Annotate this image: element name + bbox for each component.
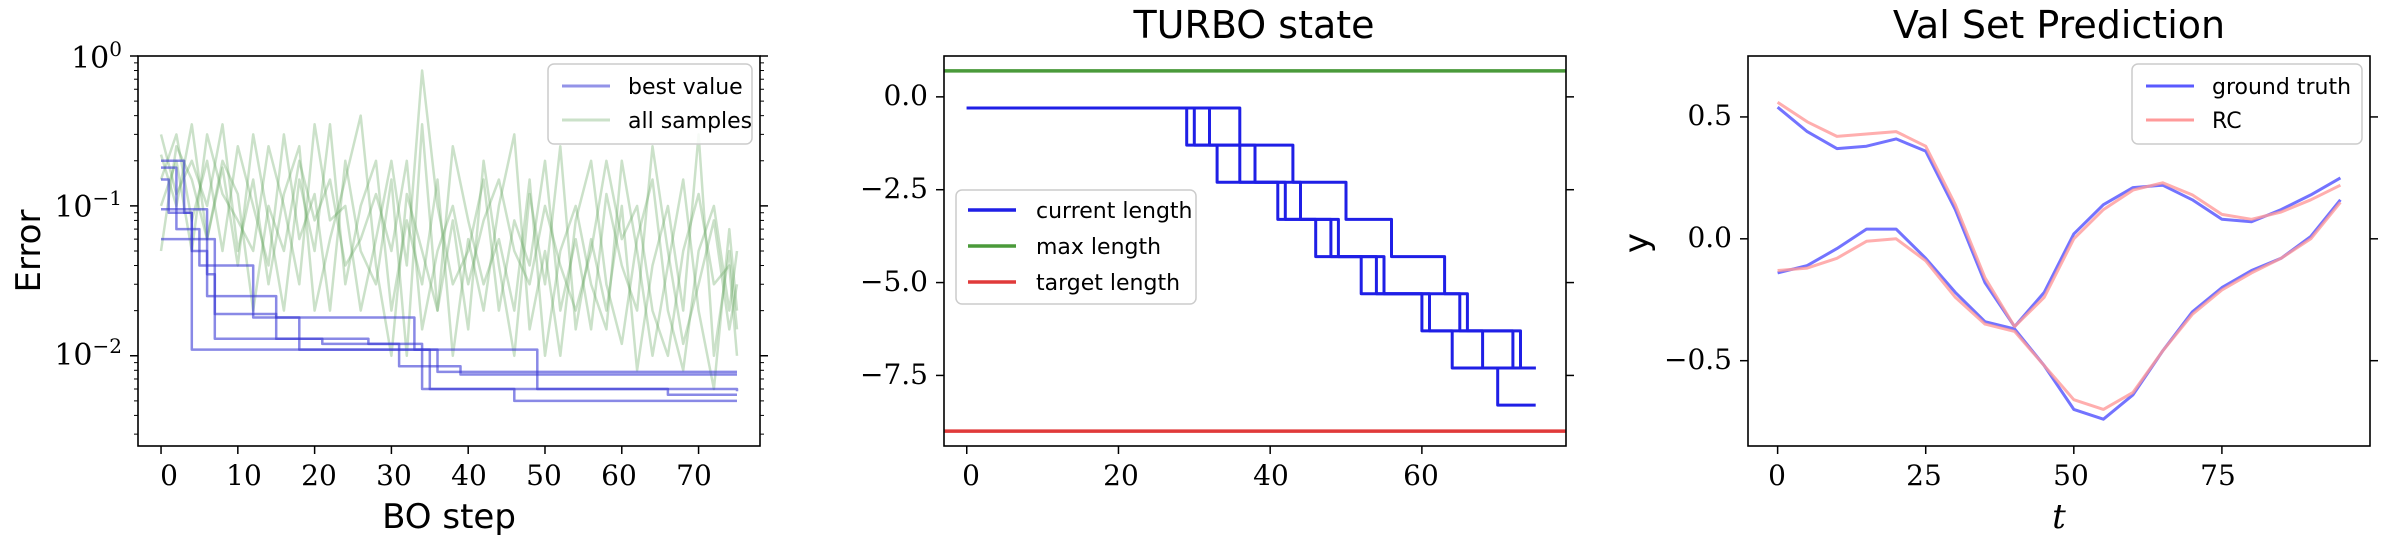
rc-line-2	[1776, 101, 2342, 329]
turbo-xtick-label-1: 20	[1103, 459, 1139, 492]
error-legend-box	[547, 63, 753, 145]
error-x-axis-label: BO step	[382, 497, 516, 537]
val-xtick-label-1: 25	[1906, 459, 1942, 492]
error-xtick-label-4: 40	[451, 459, 487, 492]
val-axes-frame	[1747, 55, 2371, 447]
val-x-axis-label: t	[2052, 497, 2066, 537]
rc-line-3	[1777, 201, 2342, 411]
val-legend: ground truth RC	[2131, 63, 2363, 145]
samples-line-0	[159, 123, 739, 372]
turbo-xtick-label-0: 0	[962, 459, 980, 492]
error-ytick-label-2: 10−2	[54, 334, 122, 373]
val-legend-label-truth: ground truth	[2212, 75, 2351, 100]
val-legend-box	[2131, 63, 2363, 145]
error-xtick-label-5: 50	[526, 459, 562, 492]
turbo-ytick-label-1: −2.5	[860, 172, 928, 205]
error-xtick-label-0: 0	[160, 459, 178, 492]
ground-truth-line-1	[1777, 198, 2342, 421]
error-ticks	[130, 55, 768, 454]
error-ytick-label-1: 10−1	[54, 186, 122, 225]
turbo-ytick-label-2: −5.0	[860, 265, 928, 298]
turbo-ytick-label-0: 0.0	[883, 79, 928, 112]
turbo-ytick-label-3: −7.5	[860, 358, 928, 391]
samples-line-4	[159, 144, 739, 358]
val-legend-label-rc: RC	[2212, 109, 2242, 134]
error-ytick-label-0: 100	[71, 37, 122, 76]
turbo-xtick-label-2: 40	[1253, 459, 1289, 492]
error-xtick-label-7: 70	[676, 459, 712, 492]
error-xtick-label-3: 30	[376, 459, 412, 492]
error-y-axis-label: Error	[9, 210, 49, 293]
turbo-plot-area	[944, 69, 1566, 433]
error-xtick-label-6: 60	[601, 459, 637, 492]
val-xtick-label-0: 0	[1768, 459, 1786, 492]
turbo-legend-label-target: target length	[1036, 271, 1180, 296]
turbo-legend-label-max: max length	[1036, 235, 1161, 260]
best-value-line-4	[161, 207, 737, 396]
error-legend-label-best: best value	[628, 75, 743, 100]
samples-line-1	[159, 123, 739, 372]
samples-line-3	[159, 114, 739, 391]
turbo-xtick-label-3: 60	[1403, 459, 1439, 492]
turbo-title: TURBO state	[1132, 3, 1374, 47]
val-ticks	[1740, 116, 2378, 454]
turbo-ticks	[936, 96, 1574, 454]
error-legend: best value all samples	[547, 63, 753, 145]
turbo-axes-frame	[943, 55, 1567, 447]
turbo-legend-box	[955, 189, 1197, 305]
val-xtick-label-3: 75	[2200, 459, 2236, 492]
best-value-line-3	[161, 178, 737, 374]
val-xtick-label-2: 50	[2053, 459, 2089, 492]
error-plot-area	[159, 69, 739, 403]
turbo-legend: current length max length target length	[955, 189, 1197, 305]
current-length-line-3	[966, 106, 1536, 370]
val-chart: Val Set Prediction 0.5 0.0 −0.5 0 25 50 …	[1617, 3, 2378, 537]
val-title: Val Set Prediction	[1893, 3, 2225, 47]
val-ytick-label-2: −0.5	[1664, 343, 1732, 376]
val-plot-area	[1776, 101, 2342, 421]
error-chart: 100 10−1 10−2 0 10 20 30 40 50 60 70 BO …	[9, 37, 768, 537]
error-xtick-label-1: 10	[226, 459, 262, 492]
val-ytick-label-1: 0.0	[1687, 221, 1732, 254]
error-legend-label-samples: all samples	[628, 109, 752, 134]
turbo-chart: TURBO state 0.0 −2.5 −5.0 −7.5 0 20 40 6…	[860, 3, 1574, 492]
ground-truth-line-0	[1776, 106, 2342, 329]
samples-line-2	[159, 69, 739, 346]
turbo-legend-label-current: current length	[1036, 199, 1192, 224]
val-y-axis-label: y	[1617, 233, 1657, 253]
error-xtick-label-2: 20	[301, 459, 337, 492]
val-ytick-label-0: 0.5	[1687, 99, 1732, 132]
